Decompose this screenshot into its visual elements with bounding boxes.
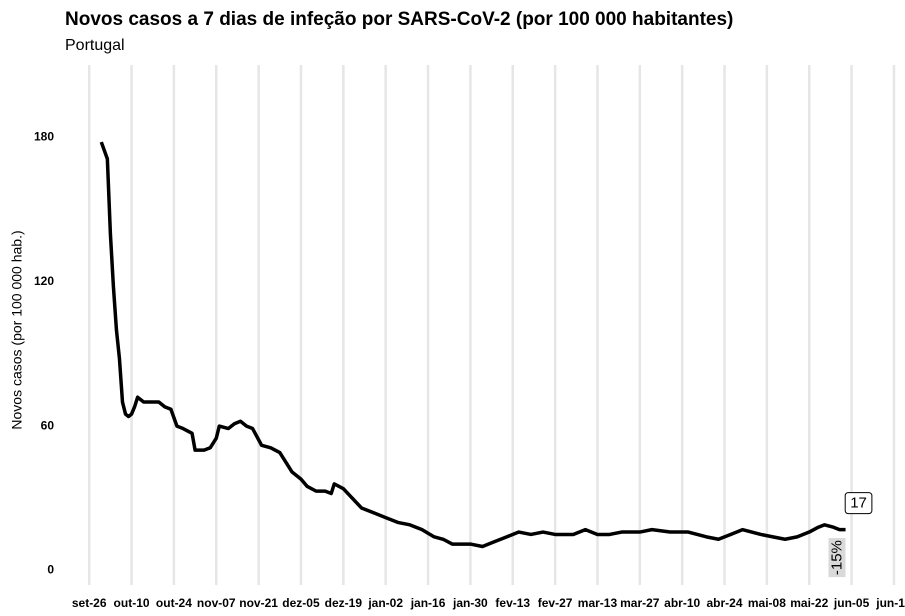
y-tick-label: 60 <box>41 418 55 432</box>
x-tick-label: jan-30 <box>452 596 488 610</box>
x-tick-label: jan-16 <box>410 596 446 610</box>
x-tick-label: dez-19 <box>325 596 363 610</box>
x-tick-label: fev-27 <box>538 596 573 610</box>
x-tick-label: dez-05 <box>282 596 320 610</box>
x-tick-label: abr-24 <box>707 596 743 610</box>
marks <box>99 141 846 549</box>
x-tick-label: mai-22 <box>790 596 828 610</box>
x-tick-label: fev-13 <box>495 596 530 610</box>
x-tick-label: nov-21 <box>239 596 278 610</box>
x-tick-label: out-10 <box>114 596 150 610</box>
x-tick-label: mar-27 <box>620 596 660 610</box>
y-tick-label: 120 <box>34 274 54 288</box>
x-tick-label: out-24 <box>156 596 192 610</box>
x-tick-label: set-26 <box>72 596 107 610</box>
y-axis-label: Novos casos (por 100 000 hab.) <box>9 230 25 429</box>
x-tick-label: mar-13 <box>578 596 618 610</box>
end-label: 17 <box>850 495 867 512</box>
x-tick-label: jun-05 <box>833 596 870 610</box>
x-tick-label: jun-19 <box>875 596 905 610</box>
grid <box>87 65 896 585</box>
line <box>99 141 846 549</box>
y-tick-label: 180 <box>34 129 54 143</box>
x-tick-label: nov-07 <box>197 596 236 610</box>
change-label-bg <box>828 538 846 578</box>
y-tick-label: 0 <box>47 563 54 577</box>
chart-title: Novos casos a 7 dias de infeção por SARS… <box>65 9 733 30</box>
x-tick-label: jan-02 <box>367 596 403 610</box>
end-label-box <box>844 492 873 515</box>
x-tick-label: abr-10 <box>664 596 700 610</box>
change-label: -15% <box>829 540 846 575</box>
chart-subtitle: Portugal <box>65 37 125 54</box>
x-tick-label: mai-08 <box>748 596 786 610</box>
